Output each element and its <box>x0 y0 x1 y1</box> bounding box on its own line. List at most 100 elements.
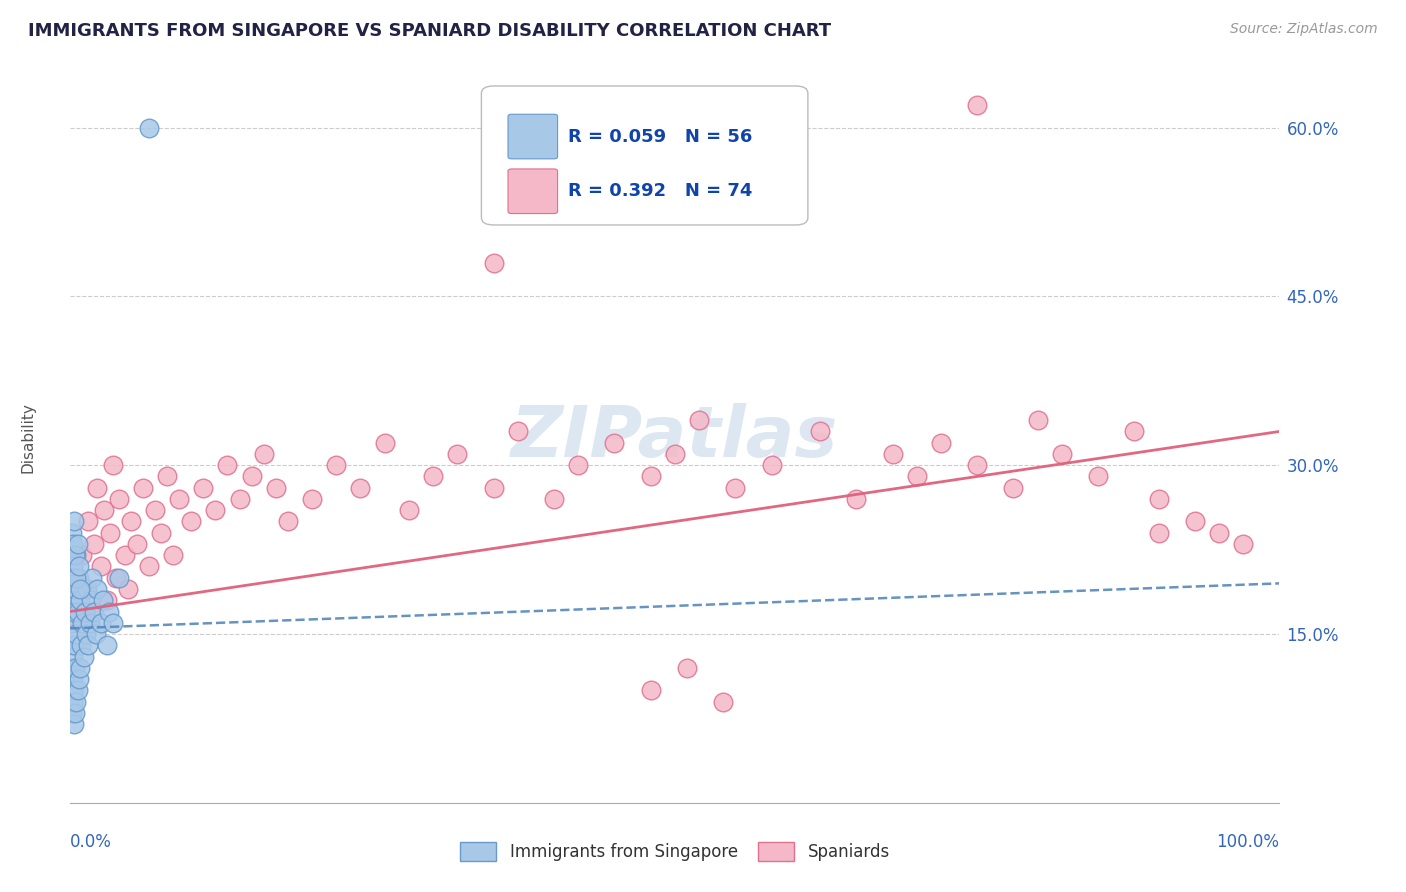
Point <box>156 469 179 483</box>
Point <box>86 582 108 596</box>
Point <box>66 605 89 619</box>
FancyBboxPatch shape <box>508 114 558 159</box>
Point <box>66 537 89 551</box>
Text: R = 0.392   N = 74: R = 0.392 N = 74 <box>568 182 752 200</box>
Point <box>90 615 111 630</box>
Point <box>132 481 155 495</box>
Point <box>66 683 89 698</box>
Point <box>60 525 83 540</box>
Point <box>724 481 747 495</box>
Point <box>264 481 287 495</box>
Point <box>107 491 129 506</box>
Point <box>63 605 86 619</box>
Point <box>482 255 505 269</box>
Point <box>60 638 83 652</box>
Point <box>374 435 396 450</box>
Point <box>125 537 148 551</box>
Text: Disability: Disability <box>21 401 35 473</box>
Point <box>83 605 105 619</box>
Point <box>63 706 86 720</box>
Point <box>67 672 90 686</box>
Point <box>63 548 86 562</box>
Point <box>446 447 468 461</box>
Point <box>845 491 868 506</box>
Point <box>77 515 100 529</box>
Text: IMMIGRANTS FROM SINGAPORE VS SPANIARD DISABILITY CORRELATION CHART: IMMIGRANTS FROM SINGAPORE VS SPANIARD DI… <box>28 22 831 40</box>
Text: 0.0%: 0.0% <box>70 833 112 851</box>
Point <box>62 649 84 664</box>
Point <box>107 571 129 585</box>
Point <box>69 593 91 607</box>
Point <box>90 559 111 574</box>
Point <box>63 683 86 698</box>
Point <box>65 694 87 708</box>
Point <box>640 683 662 698</box>
Point <box>1026 413 1049 427</box>
Point <box>79 615 101 630</box>
Point <box>67 571 90 585</box>
Point <box>482 481 505 495</box>
Point <box>63 582 86 596</box>
Point <box>86 481 108 495</box>
Point <box>398 503 420 517</box>
Point <box>688 413 710 427</box>
Point <box>77 638 100 652</box>
Point <box>664 447 686 461</box>
Point <box>93 503 115 517</box>
Point <box>65 571 87 585</box>
Point <box>640 469 662 483</box>
Point <box>966 98 988 112</box>
Point <box>73 605 96 619</box>
Point <box>761 458 783 473</box>
Point <box>1087 469 1109 483</box>
Point <box>63 571 86 585</box>
Point <box>96 638 118 652</box>
Point <box>65 548 87 562</box>
Point <box>70 638 93 652</box>
Point <box>60 683 83 698</box>
Point <box>204 503 226 517</box>
Point <box>67 559 90 574</box>
Point <box>1147 525 1170 540</box>
Point <box>506 425 529 439</box>
Point <box>240 469 263 483</box>
Point <box>96 593 118 607</box>
Point <box>1208 525 1230 540</box>
Text: ZIPatlas: ZIPatlas <box>512 402 838 472</box>
Point <box>67 615 90 630</box>
Point <box>80 593 103 607</box>
Point <box>193 481 215 495</box>
Point <box>60 548 83 562</box>
Point <box>101 458 124 473</box>
Point <box>98 525 121 540</box>
Point <box>101 615 124 630</box>
Point <box>253 447 276 461</box>
Point <box>138 559 160 574</box>
Point <box>72 548 94 562</box>
FancyBboxPatch shape <box>508 169 558 213</box>
Point <box>62 672 84 686</box>
Point <box>217 458 239 473</box>
Point <box>60 706 83 720</box>
Point <box>711 694 734 708</box>
Point <box>80 571 103 585</box>
Point <box>966 458 988 473</box>
Point <box>73 582 96 596</box>
Point <box>325 458 347 473</box>
Point <box>62 537 84 551</box>
Point <box>1123 425 1146 439</box>
Text: 100.0%: 100.0% <box>1216 833 1279 851</box>
Point <box>62 559 84 574</box>
Point <box>1050 447 1073 461</box>
Point <box>349 481 371 495</box>
Point <box>60 661 83 675</box>
Point <box>76 582 98 596</box>
Point <box>62 694 84 708</box>
Point <box>567 458 589 473</box>
Point <box>69 582 91 596</box>
Point <box>84 627 107 641</box>
Point <box>1002 481 1025 495</box>
Point <box>543 491 565 506</box>
Point <box>83 537 105 551</box>
Point <box>80 605 103 619</box>
